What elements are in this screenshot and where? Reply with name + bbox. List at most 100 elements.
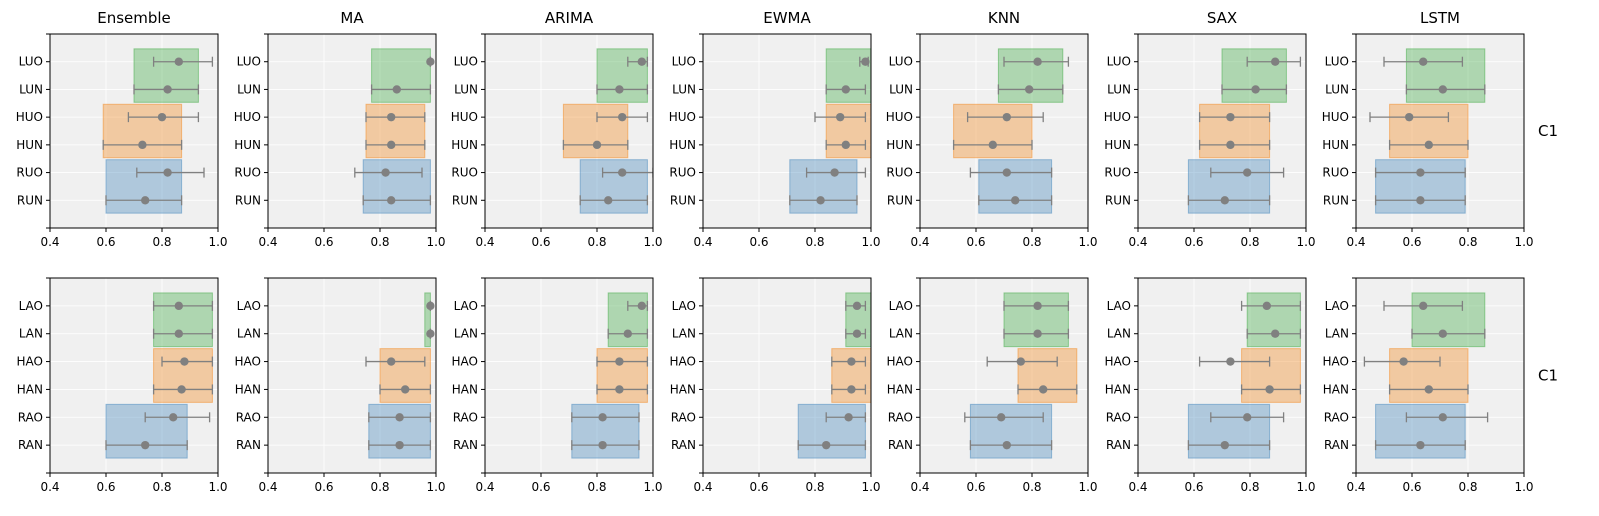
- band-h: [562, 103, 629, 159]
- x-tick-label: 0.4: [40, 480, 59, 494]
- data-point-lao: [845, 300, 867, 311]
- panel-title: EWMA: [763, 9, 811, 27]
- plot-background: [268, 34, 436, 228]
- panel-ma-row-2: LAO LAN HAO HAN RAO RAN 0.4 0.6 0.8 1.0: [235, 277, 446, 494]
- x-tick-label: 0.4: [258, 235, 277, 249]
- y-tick-label: RUO: [886, 166, 913, 180]
- mean-marker: [1002, 440, 1011, 450]
- mean-marker: [401, 385, 410, 394]
- data-point-rao: [1405, 412, 1489, 423]
- data-point-huo: [596, 112, 649, 123]
- band-h: [1017, 348, 1078, 403]
- axes-frame: [267, 33, 437, 229]
- x-tick-label: 1.0: [208, 235, 227, 249]
- x-tick-label: 0.4: [910, 235, 929, 249]
- row-label: C1: [1538, 122, 1558, 140]
- data-point-han: [831, 384, 867, 395]
- x-tick-label: 0.4: [693, 480, 712, 494]
- panel-ma-row-1: LUO LUN HUO HUN RUO RUN 0.4 0.6 0.8 1.0: [234, 33, 446, 249]
- band-l: [371, 48, 431, 103]
- y-tick-label: RAO: [671, 410, 696, 424]
- x-tick-label: 0.6: [314, 480, 333, 494]
- band-h: [953, 103, 1033, 159]
- x-tick-label: 0.6: [314, 235, 333, 249]
- data-point-lun: [1405, 84, 1486, 95]
- data-point-lao: [426, 300, 435, 311]
- data-point-ran: [1374, 440, 1466, 451]
- y-tick-label: HUN: [669, 138, 696, 152]
- data-point-run: [789, 195, 858, 206]
- y-tick-label: LAN: [889, 327, 913, 341]
- data-point-lao: [1383, 300, 1464, 311]
- mean-marker: [1405, 112, 1414, 122]
- band-h: [1199, 103, 1271, 159]
- data-point-han: [152, 384, 214, 395]
- y-tick-label: HUN: [16, 138, 43, 152]
- mean-marker: [426, 301, 435, 311]
- y-tick-label: HAN: [235, 382, 261, 396]
- mean-marker: [623, 329, 632, 338]
- y-tick-label: RAO: [1106, 410, 1131, 424]
- x-tick-label: 0.8: [152, 235, 171, 249]
- x-tick-label: 0.4: [258, 480, 277, 494]
- mean-marker: [1265, 385, 1274, 394]
- data-point-ruo: [136, 167, 205, 178]
- y-tick-label: RUO: [234, 166, 261, 180]
- y-tick-label: LAN: [454, 327, 478, 341]
- x-tick-label: 1.0: [861, 480, 880, 494]
- x-tick-label: 0.8: [805, 235, 824, 249]
- y-tick-label: HAO: [1105, 355, 1131, 369]
- data-point-han: [379, 384, 432, 395]
- band-h: [365, 103, 426, 159]
- axes-frame: [267, 277, 437, 474]
- data-point-run: [1187, 195, 1271, 206]
- mean-marker: [836, 112, 845, 122]
- band-r: [571, 403, 640, 459]
- panel-lstm-row-2: LAO LAN HAO HAN RAO RAN 0.4 0.6 0.8 1.0: [1323, 277, 1534, 494]
- data-point-run: [1374, 195, 1466, 206]
- data-point-ruo: [601, 167, 653, 178]
- x-tick-label: 0.8: [1240, 235, 1259, 249]
- x-tick-label: 0.8: [370, 235, 389, 249]
- axes-frame: [484, 277, 654, 474]
- mean-marker: [830, 168, 839, 177]
- data-point-hun: [825, 139, 867, 150]
- y-tick-label: LUN: [237, 82, 261, 96]
- band-r: [1187, 159, 1271, 214]
- plot-background: [703, 278, 871, 473]
- mean-marker: [387, 112, 396, 122]
- mean-marker: [1226, 357, 1235, 366]
- y-tick-label: LAO: [454, 299, 478, 313]
- band-l: [424, 292, 431, 348]
- x-tick-label: 1.0: [1514, 480, 1533, 494]
- y-tick-label: LUO: [1107, 55, 1131, 69]
- y-tick-label: HAO: [887, 355, 913, 369]
- data-point-hao: [1363, 356, 1441, 367]
- x-tick-label: 1.0: [1296, 480, 1315, 494]
- plot-background: [1138, 278, 1306, 473]
- data-point-luo: [1246, 56, 1302, 67]
- data-point-hao: [831, 356, 867, 367]
- mean-marker: [847, 357, 856, 366]
- mean-marker: [997, 413, 1006, 422]
- band-r: [368, 403, 431, 459]
- band-group: [789, 48, 871, 214]
- data-point-huo: [365, 112, 426, 123]
- y-tick-label: RUO: [1322, 166, 1349, 180]
- y-tick-label: LAN: [19, 327, 43, 341]
- band-r: [105, 159, 183, 214]
- x-tick-label: 0.8: [152, 480, 171, 494]
- band-l: [133, 48, 199, 103]
- plot-background: [485, 278, 653, 473]
- mean-marker: [426, 329, 435, 338]
- y-tick-label: RUN: [1105, 193, 1131, 207]
- data-point-hao: [986, 356, 1058, 367]
- x-tick-label: 0.6: [1184, 480, 1203, 494]
- panel-lstm-row-1: LUO LUN HUO HUN RUO RUN 0.4 0.6 0.8 1.0: [1322, 33, 1534, 249]
- data-point-hao: [161, 356, 214, 367]
- x-tick-label: 0.8: [1240, 480, 1259, 494]
- mean-marker: [1220, 196, 1230, 205]
- y-tick-label: RUN: [670, 193, 696, 207]
- mean-marker: [1002, 112, 1011, 122]
- data-point-luo: [1003, 56, 1070, 67]
